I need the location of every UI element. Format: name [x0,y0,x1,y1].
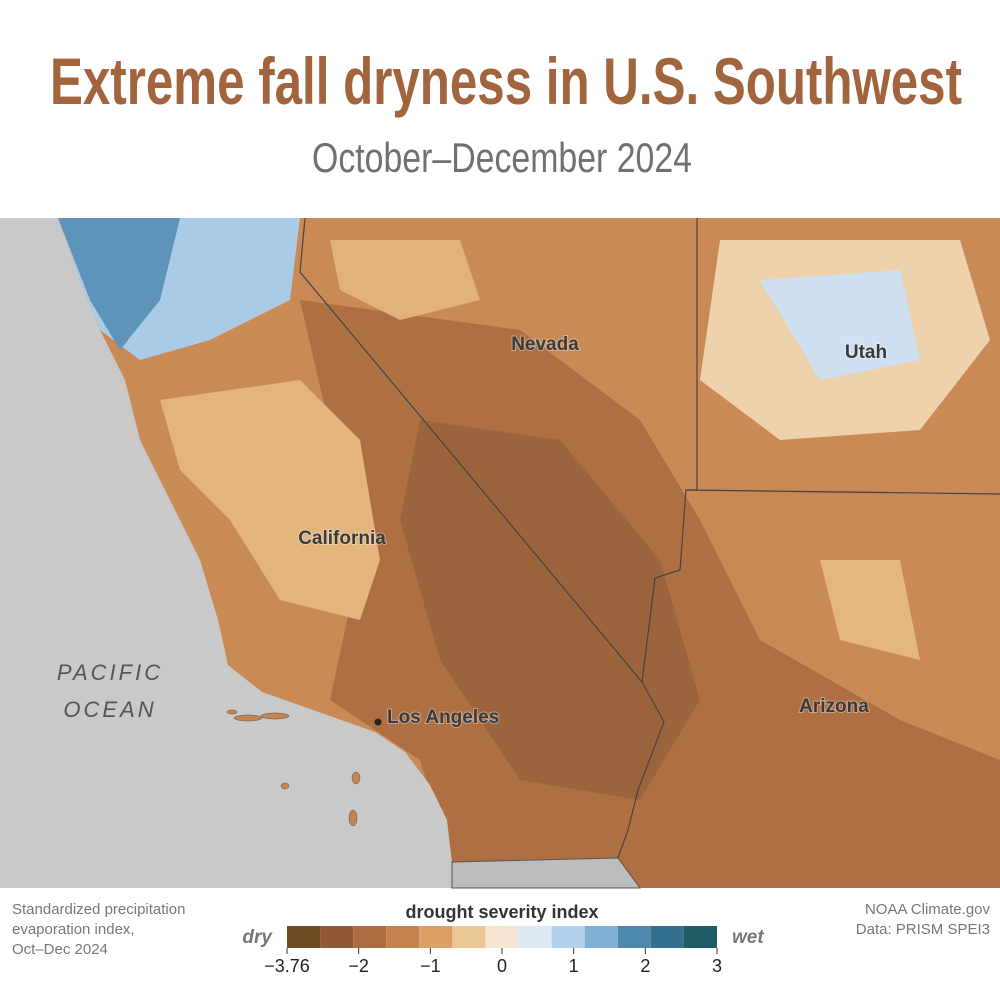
note-line: NOAA Climate.gov [865,901,991,918]
legend: drought severity index dry wet −3.76 −2 −1… [242,902,764,976]
note-line: Oct–Dec 2024 [12,941,108,958]
land [58,218,1000,888]
state-label: Arizona [799,696,869,717]
legend-tick-label: 2 [640,956,650,976]
legend-swatch [584,926,618,948]
state-label: Nevada [511,334,579,355]
map: Nevada Utah California Los Angeles Arizo… [0,217,1000,889]
subtitle: October–December 2024 [312,134,692,181]
legend-swatch [452,926,486,948]
legend-swatch [320,926,354,948]
note-line: Standardized precipitation [12,901,185,918]
legend-tick-label: 1 [569,956,579,976]
state-label: California [298,528,386,549]
legend-swatch [287,926,321,948]
legend-title: drought severity index [405,902,598,922]
legend-wet: wet [732,927,764,948]
ocean-label: OCEAN [63,697,156,722]
islands [226,709,361,827]
legend-swatch [617,926,651,948]
state-label: Utah [845,342,887,363]
title: Extreme fall dryness in U.S. Southwest [50,44,962,118]
notes: Standardized precipitation evaporation i… [12,901,990,958]
ocean-label: PACIFIC [57,660,163,685]
legend-swatch [419,926,453,948]
legend-swatch [386,926,420,948]
legend-tick-label: −2 [348,956,369,976]
legend-tick-label: −3.76 [264,956,310,976]
legend-swatch [551,926,585,948]
note-line: Data: PRISM SPEI3 [856,921,990,938]
legend-swatch [683,926,717,948]
legend-tick-label: −1 [420,956,441,976]
legend-dry: dry [242,927,273,948]
city-label: Los Angeles [387,707,499,728]
legend-swatch [650,926,684,948]
legend-swatch [485,926,519,948]
city-dot [374,718,382,726]
legend-swatch [518,926,552,948]
legend-tick-label: 3 [712,956,722,976]
legend-swatch [353,926,387,948]
note-line: evaporation index, [12,921,135,938]
legend-tick-label: 0 [497,956,507,976]
